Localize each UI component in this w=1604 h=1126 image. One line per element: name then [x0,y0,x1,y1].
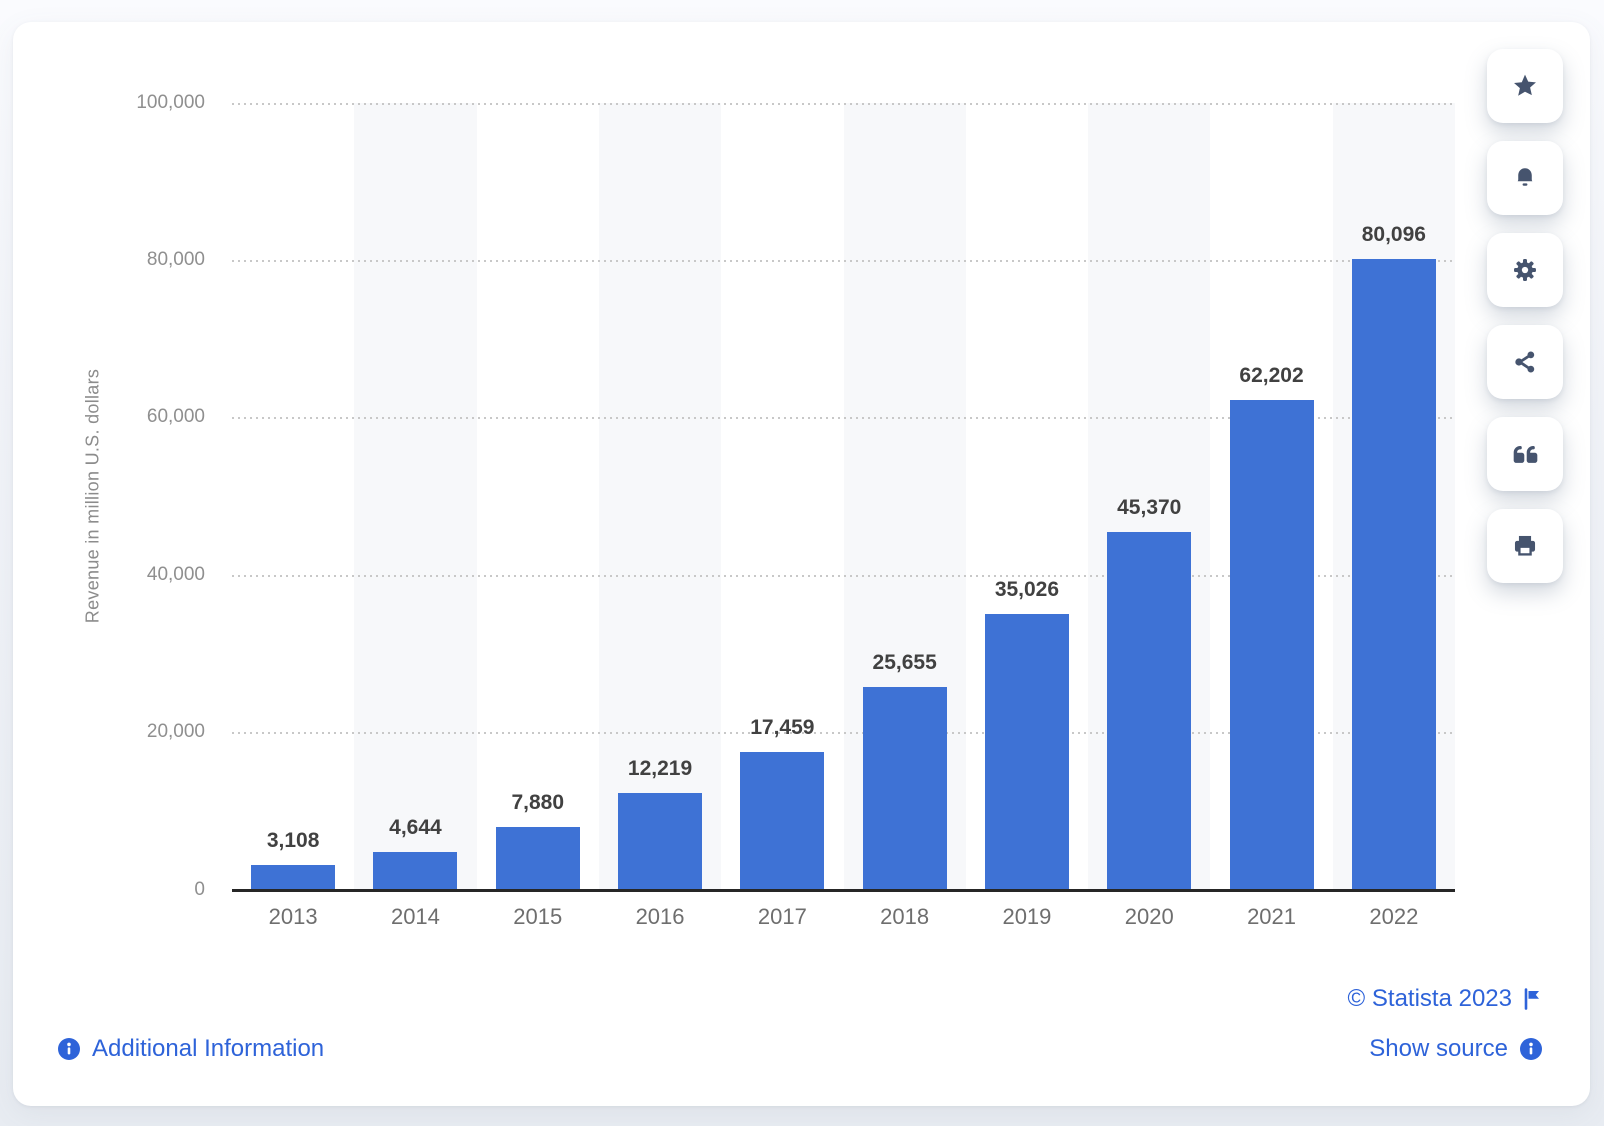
show-source-link[interactable]: Show source [1369,1034,1543,1064]
y-axis-tick-labels: 100,000 80,000 60,000 40,000 20,000 0 [30,0,205,1126]
column-band [598,103,722,889]
bar-value-label: 17,459 [750,716,815,739]
additional-information-link[interactable]: Additional Information [57,1034,324,1064]
share-icon [1515,351,1535,373]
chart-card [13,22,1590,1106]
x-axis-label: 2018 [880,904,930,929]
favorite-button[interactable] [1487,49,1563,123]
bar-2021[interactable] [1229,400,1314,889]
x-axis-label: 2019 [1002,904,1052,929]
x-axis-label: 2013 [268,904,318,929]
y-tick-label: 60,000 [146,406,205,428]
bar-2022[interactable] [1351,259,1436,889]
bar-2018[interactable] [862,687,947,889]
x-axis-label: 2022 [1369,904,1419,929]
statista-copyright-link[interactable]: © Statista 2023 [1348,984,1543,1014]
show-source-label: Show source [1369,1035,1508,1062]
column-band [354,103,477,889]
gridline [232,574,1455,577]
bar-value-label: 3,108 [266,829,320,852]
bar-value-label: 12,219 [627,757,693,780]
bar-2014[interactable] [373,852,458,889]
x-axis-label: 2015 [513,904,563,929]
star-icon [1514,74,1536,96]
quote-icon [1513,445,1537,463]
y-tick-label: 100,000 [136,92,205,113]
gear-icon [1514,259,1536,281]
x-axis-label: 2016 [635,904,685,929]
gridline [232,103,1455,105]
bar-value-label: 4,644 [389,816,442,839]
alerts-button[interactable] [1487,141,1563,215]
info-icon [1520,1038,1542,1060]
copyright-label: © Statista 2023 [1347,985,1512,1012]
bar-2013[interactable] [251,865,336,889]
gridline [232,731,1455,734]
bar-value-label: 7,880 [511,791,565,814]
bar-2015[interactable] [495,827,580,889]
y-tick-label: 80,000 [146,249,205,271]
gridline [232,260,1455,263]
flag-icon [1524,988,1539,1010]
gridline [232,417,1455,420]
info-icon [58,1038,80,1060]
bell-icon [1517,168,1533,186]
y-tick-label: 20,000 [146,720,205,742]
print-button[interactable] [1487,509,1563,583]
bar-2016[interactable] [618,793,703,889]
bar-2017[interactable] [740,752,825,889]
x-axis-label: 2021 [1247,904,1297,929]
bar-2019[interactable] [984,614,1069,889]
y-tick-label: 40,000 [146,563,205,585]
bar-2020[interactable] [1107,532,1192,889]
share-button[interactable] [1487,325,1563,399]
x-axis-label: 2020 [1124,904,1174,929]
bar-value-label: 35,026 [994,578,1060,601]
bar-value-label: 80,096 [1361,223,1426,246]
y-tick-label: 0 [194,879,205,900]
settings-button[interactable] [1487,233,1563,307]
additional-information-label: Additional Information [92,1035,325,1062]
bar-value-label: 25,655 [872,651,937,674]
cite-button[interactable] [1487,417,1563,491]
x-axis-label: 2017 [757,904,807,929]
bar-value-label: 45,370 [1117,496,1182,519]
x-axis-label: 2014 [390,904,440,929]
x-axis-line [232,889,1455,892]
bar-value-label: 62,202 [1239,364,1304,387]
print-icon [1514,535,1536,556]
